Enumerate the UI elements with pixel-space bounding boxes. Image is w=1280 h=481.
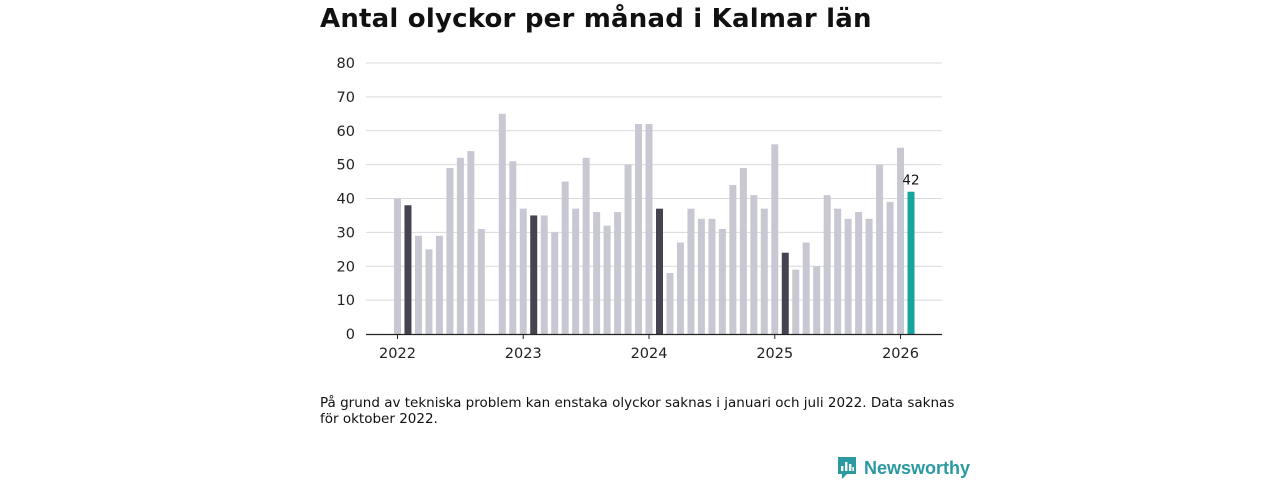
bar — [666, 273, 674, 334]
bar — [739, 168, 747, 334]
bar — [823, 195, 831, 334]
bar — [834, 208, 842, 334]
bar — [467, 151, 475, 334]
y-axis-ticks: 0 10 20 30 40 50 60 70 80 — [337, 56, 355, 343]
bar — [603, 225, 611, 334]
bar — [750, 195, 758, 334]
x-axis-ticks: 2022 2023 2024 2025 2026 — [379, 334, 919, 362]
bar — [865, 218, 873, 334]
x-tick-label: 2022 — [379, 346, 416, 362]
brand-name: Newsworthy — [864, 457, 971, 478]
bar — [456, 157, 464, 334]
bar — [676, 242, 684, 334]
bar — [551, 232, 559, 334]
bar — [907, 191, 915, 334]
bar — [593, 212, 601, 334]
bar — [718, 228, 726, 334]
chart-title: Antal olyckor per månad i Kalmar län — [320, 4, 872, 34]
x-tick-label: 2023 — [505, 346, 542, 362]
y-tick-label: 0 — [346, 327, 355, 343]
bar — [561, 181, 569, 334]
y-tick-label: 50 — [337, 158, 355, 174]
bar — [886, 201, 894, 334]
bar — [414, 235, 422, 334]
bar — [540, 215, 548, 334]
bar — [509, 161, 517, 334]
y-tick-label: 60 — [337, 124, 355, 140]
bar — [635, 123, 643, 334]
bar — [802, 242, 810, 334]
bar — [781, 252, 789, 334]
data-labels: 42 — [902, 173, 919, 189]
bar — [477, 228, 485, 334]
bar — [498, 113, 506, 334]
bar — [813, 266, 821, 334]
x-tick-label: 2025 — [756, 346, 793, 362]
y-tick-label: 30 — [337, 225, 355, 241]
bar-chart: 0 10 20 30 40 50 60 70 80 2022 2023 2024 2025 2026 4… — [337, 56, 942, 362]
bar — [394, 198, 401, 334]
bar — [645, 123, 653, 334]
bar — [656, 208, 663, 334]
bar — [792, 269, 800, 334]
bar — [519, 208, 527, 334]
bar — [614, 212, 622, 334]
bar — [708, 218, 716, 334]
bar — [855, 212, 863, 334]
x-tick-label: 2026 — [882, 346, 919, 362]
latest-value-label: 42 — [902, 173, 919, 189]
y-tick-label: 20 — [337, 259, 355, 275]
bar — [771, 144, 779, 334]
bar — [425, 249, 433, 334]
bar — [530, 215, 538, 334]
bars — [394, 113, 915, 334]
newsworthy-logo-icon — [838, 457, 856, 479]
brand-logo[interactable]: Newsworthy — [836, 455, 970, 481]
bar — [876, 164, 884, 334]
bar — [897, 147, 905, 334]
bar — [624, 164, 632, 334]
x-tick-label: 2024 — [631, 346, 668, 362]
bar — [687, 208, 695, 334]
bar — [572, 208, 580, 334]
bar — [404, 205, 412, 334]
bar — [435, 235, 443, 334]
y-tick-label: 10 — [337, 293, 355, 309]
bar — [760, 208, 768, 334]
bar — [582, 157, 590, 334]
bar — [697, 218, 705, 334]
y-tick-label: 40 — [337, 192, 355, 208]
bar — [729, 184, 737, 334]
y-tick-label: 80 — [337, 56, 355, 72]
bar — [446, 168, 454, 334]
y-tick-label: 70 — [337, 90, 355, 106]
bar — [844, 218, 852, 334]
footnote: På grund av tekniska problem kan enstaka… — [320, 395, 955, 427]
